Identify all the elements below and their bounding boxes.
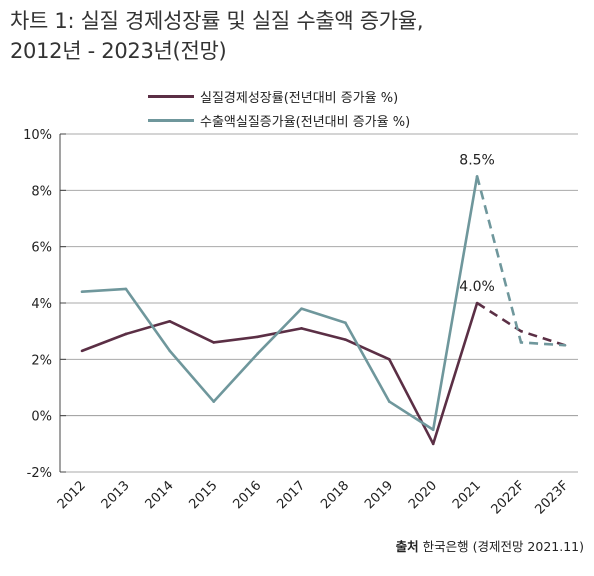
legend-item-export: 수출액실질증가율(전년대비 증가율 %) [148, 108, 410, 132]
data-point [344, 338, 347, 341]
x-tick-label: 2015 [187, 478, 221, 512]
data-point [124, 287, 128, 291]
legend: 실질경제성장률(전년대비 증가율 %) 수출액실질증가율(전년대비 증가율 %) [148, 84, 410, 132]
legend-label-gdp: 실질경제성장률(전년대비 증가율 %) [200, 90, 399, 106]
legend-item-gdp: 실질경제성장률(전년대비 증가율 %) [148, 84, 410, 108]
x-tick-label: 2019 [362, 478, 396, 512]
data-point [80, 290, 84, 294]
x-tick-label: 2023F [532, 478, 571, 517]
legend-label-export: 수출액실질증가율(전년대비 증가율 %) [200, 114, 411, 130]
data-point [300, 327, 303, 330]
y-tick-label: 8% [31, 184, 52, 199]
series-line-1 [81, 176, 479, 432]
data-point [431, 442, 435, 446]
data-point [80, 349, 84, 353]
chart-title: 차트 1: 실질 경제성장률 및 실질 수출액 증가율, 2012년 - 202… [10, 6, 590, 66]
data-point [475, 174, 479, 178]
data-label: 8.5% [459, 152, 495, 168]
series-line-0 [81, 302, 479, 446]
x-tick-label: 2013 [99, 478, 133, 512]
x-tick-label: 2016 [230, 478, 264, 512]
y-tick-label: 4% [31, 297, 52, 312]
x-tick-label: 2012 [55, 478, 89, 512]
y-tick-label: 2% [31, 353, 52, 368]
data-point [212, 341, 215, 344]
data-point [388, 358, 391, 361]
y-tick-label: -2% [27, 466, 52, 481]
source-text: 한국은행 (경제전망 2021.11) [422, 539, 584, 554]
x-tick-label: 2020 [406, 478, 440, 512]
data-label: 4.0% [459, 279, 495, 295]
x-tick-label: 2022F [489, 478, 528, 517]
data-point [256, 335, 259, 339]
y-tick-label: 10% [23, 128, 52, 143]
x-tick-label: 2014 [143, 478, 177, 512]
x-tick-label: 2021 [450, 478, 484, 512]
data-point [563, 343, 567, 347]
title-line-2: 2012년 - 2023년(전망) [10, 39, 227, 63]
data-point [300, 307, 303, 310]
data-point [168, 349, 172, 353]
legend-swatch-export [148, 118, 194, 122]
data-point [256, 352, 259, 356]
y-tick-label: 6% [31, 241, 52, 256]
data-point [475, 301, 479, 305]
x-tick-label: 2018 [318, 478, 352, 512]
legend-swatch-gdp [148, 94, 194, 98]
series-forecast-line-1 [475, 175, 565, 347]
data-point [519, 341, 523, 344]
source-label: 출처 [395, 539, 419, 554]
data-point [344, 321, 347, 325]
data-point [431, 428, 435, 432]
source-note: 출처 한국은행 (경제전망 2021.11) [396, 536, 584, 555]
title-line-1: 차트 1: 실질 경제성장률 및 실질 수출액 증가율, [10, 9, 424, 33]
data-point [168, 320, 172, 323]
data-point [519, 329, 523, 333]
x-tick-label: 2017 [274, 478, 308, 512]
data-point [388, 400, 391, 403]
data-point [124, 332, 128, 336]
y-tick-label: 0% [31, 410, 52, 425]
data-point [212, 400, 215, 403]
